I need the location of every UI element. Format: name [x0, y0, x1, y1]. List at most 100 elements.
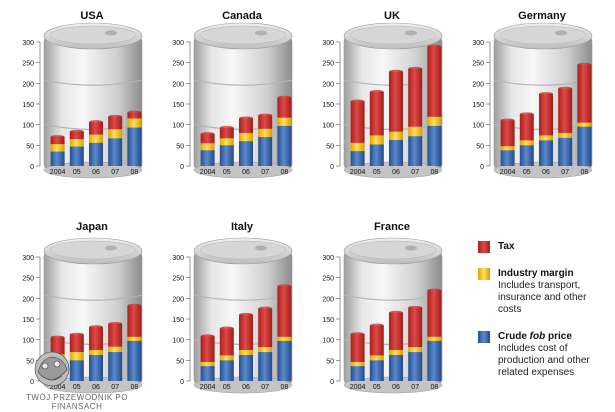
bar-tax-2004: [200, 134, 215, 144]
y-tick-label: 300: [22, 40, 34, 47]
bar-crude-fob-price-07: [258, 137, 273, 166]
x-tick-label: 2004: [200, 384, 216, 391]
barrel-bung: [405, 30, 417, 36]
x-tick-label: 07: [261, 169, 269, 176]
chart-france: France 0 50 100 150 200 250 300 2004 05 06 07 08: [322, 221, 443, 394]
bar-cap: [519, 112, 534, 117]
y-tick-label: 150: [172, 102, 184, 109]
bar-industry-margin-05: [519, 140, 534, 146]
bar-industry-margin-2004: [500, 146, 515, 151]
bar-cap: [239, 116, 253, 121]
bar-tax-2004: [500, 120, 515, 147]
y-tick-label: 0: [330, 379, 334, 386]
y-tick-label: 250: [322, 61, 334, 68]
bar-tax-07: [408, 68, 423, 127]
bar-cap: [558, 86, 573, 91]
bar-cap: [277, 95, 292, 100]
bar-crude-fob-price-05: [69, 146, 84, 166]
bar-industry-margin-08: [277, 117, 292, 126]
chart-canada: Canada 0 50 100 150 200 250 300 2004 05 06 07 08: [172, 10, 293, 179]
y-tick-label: 50: [176, 143, 184, 150]
bar-cap: [108, 321, 123, 326]
x-tick-label: 07: [411, 169, 419, 176]
x-tick-label: 2004: [350, 169, 366, 176]
bar-tax-07: [258, 115, 273, 129]
bar-crude-fob-price-08: [577, 126, 592, 166]
x-tick-label: 05: [73, 384, 81, 391]
bar-tax-08: [127, 112, 142, 119]
chart-usa: USA 0 50 100 150 200 250 300 2004 05 06 07 08: [22, 10, 143, 179]
barrel-rib: [43, 79, 143, 86]
bar-cap: [69, 332, 84, 337]
x-tick-label: 08: [581, 169, 589, 176]
chart-germany: Germany 0 50 100 150 200 250 300 2004 05 06 07 08: [472, 10, 593, 179]
bar-cap: [219, 125, 234, 130]
bar-crude-fob-price-06: [89, 142, 103, 166]
bar-industry-margin-07: [408, 126, 423, 137]
x-tick-label: 06: [92, 169, 100, 176]
legend: Tax Industry margin Includes transport, …: [478, 240, 608, 393]
bar-crude-fob-price-08: [427, 340, 442, 381]
barrel-bung: [255, 30, 267, 36]
chart-title: Canada: [222, 10, 263, 22]
legend-crude-title-post: price: [545, 331, 572, 342]
x-tick-label: 2004: [500, 169, 516, 176]
x-tick-label: 2004: [50, 384, 66, 391]
bar-crude-fob-price-05: [69, 360, 84, 381]
bar-cap: [89, 120, 103, 125]
legend-item-tax: Tax: [478, 240, 608, 253]
bar-tax-07: [558, 88, 573, 133]
bar-industry-margin-08: [427, 336, 442, 341]
bar-industry-margin-08: [427, 116, 442, 126]
barrel-lid-inner: [49, 25, 137, 45]
bar-industry-margin-05: [69, 139, 84, 147]
y-tick-label: 200: [172, 296, 184, 303]
y-tick-label: 50: [26, 143, 34, 150]
x-tick-label: 05: [223, 169, 231, 176]
y-tick-label: 50: [326, 143, 334, 150]
x-tick-label: 2004: [350, 384, 366, 391]
barrel-lid-inner: [499, 25, 587, 45]
x-tick-label: 06: [92, 384, 100, 391]
bar-crude-fob-price-07: [408, 352, 423, 381]
x-tick-label: 2004: [200, 169, 216, 176]
y-tick-label: 100: [172, 338, 184, 345]
bar-cap: [219, 326, 234, 331]
bar-crude-fob-price-06: [539, 140, 553, 166]
y-tick-label: 200: [322, 296, 334, 303]
bar-cap: [350, 99, 365, 104]
crude-swatch-icon: [478, 331, 490, 343]
bar-industry-margin-2004: [200, 143, 215, 151]
y-tick-label: 100: [172, 123, 184, 130]
bar-cap: [350, 332, 365, 337]
bar-industry-margin-07: [558, 132, 573, 138]
bar-cap: [200, 132, 215, 137]
bar-crude-fob-price-05: [219, 360, 234, 381]
x-tick-label: 08: [281, 384, 289, 391]
y-tick-label: 0: [180, 379, 184, 386]
bar-crude-fob-price-07: [108, 352, 123, 381]
bar-industry-margin-06: [239, 132, 253, 142]
y-tick-label: 0: [480, 164, 484, 171]
x-tick-label: 08: [131, 169, 139, 176]
bar-cap: [369, 90, 384, 95]
bar-tax-07: [258, 308, 273, 348]
bar-industry-margin-07: [258, 128, 273, 138]
legend-margin-title: Industry margin: [498, 268, 574, 279]
bar-crude-fob-price-2004: [200, 366, 215, 381]
bar-tax-08: [577, 64, 592, 123]
bar-tax-05: [219, 127, 234, 139]
bar-cap: [408, 66, 423, 71]
bar-crude-fob-price-07: [108, 138, 123, 166]
bar-tax-2004: [350, 101, 365, 143]
y-tick-label: 50: [326, 358, 334, 365]
bar-industry-margin-05: [369, 135, 384, 145]
bar-crude-fob-price-2004: [350, 151, 365, 166]
y-tick-label: 200: [22, 81, 34, 88]
bar-industry-margin-08: [127, 118, 142, 128]
y-tick-label: 250: [472, 61, 484, 68]
y-tick-label: 250: [172, 276, 184, 283]
bar-tax-07: [408, 307, 423, 348]
chart-title: UK: [384, 10, 400, 22]
bar-industry-margin-06: [89, 350, 103, 355]
